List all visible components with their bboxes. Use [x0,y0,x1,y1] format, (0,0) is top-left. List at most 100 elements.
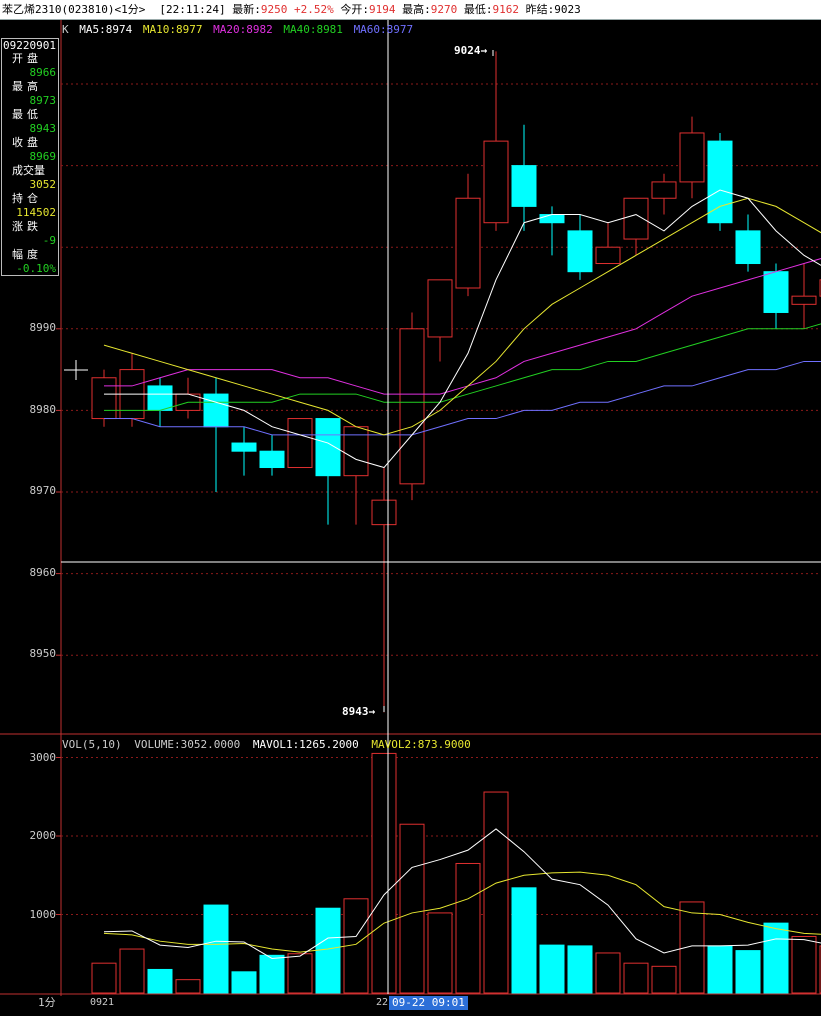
candle-body [567,230,593,273]
candle-body [147,385,173,411]
pct-info-label: 幅度 [12,248,42,261]
candle-body [259,450,285,469]
volume-bar [511,887,537,994]
candle-body [651,181,677,199]
prev-settle-label: 昨结: [525,3,555,16]
latest-price: 9250 [260,3,288,16]
mavol2-value: MAVOL2:873.9000 [371,738,471,751]
price-tick-label: 8970 [29,484,57,497]
candle-body [623,197,649,240]
volume-bar [147,968,173,994]
volume-bar [231,971,257,994]
volume-bar [119,948,145,994]
candle-body [763,271,789,313]
candle-body [679,132,705,183]
price-tick-label: 8980 [29,403,57,416]
volume-bar [259,954,285,994]
vol-tick-label: 1000 [29,908,57,921]
open-label: 今开: [340,3,369,16]
candle-body [343,426,369,477]
vol-tick-label: 3000 [29,751,57,764]
quote-header: 苯乙烯2310(023810)<1分> [22:11:24] 最新:9250 +2… [0,0,821,20]
ma40-legend: MA40:8981 [283,23,343,36]
volume-bar [651,965,677,994]
instrument-name[interactable]: 苯乙烯2310(023810)<1分> [2,3,146,16]
bar-datetime: 09220901 [3,39,56,52]
high-info-value: 8973 [29,94,57,107]
volume-bar [91,962,117,994]
pct-info-value: -0.10% [16,262,56,275]
bar-info-panel: 09220901 开盘 8966 最高 8973 最低 8943 收盘 8969… [1,38,59,276]
candle-body [511,165,537,207]
candle-body [735,230,761,265]
open-price: 9194 [368,3,396,16]
volume-bar [567,945,593,994]
low-info-label: 最低 [12,108,42,121]
volume-bar [595,952,621,994]
chg-info-value: -9 [42,234,56,247]
price-tick-label: 8960 [29,566,57,579]
candle-body [371,499,397,526]
volume-bar [287,953,313,994]
ma10-line [103,197,821,436]
candle-body [707,140,733,224]
ma40-line [104,323,821,411]
volume-info-label: 成交量 [12,164,45,177]
day-tick-label: 22 [376,997,389,1008]
volume-value: VOLUME:3052.0000 [134,738,241,751]
candle-body [315,418,341,477]
oi-info-label: 持仓 [12,192,42,205]
time-axis: 1分 0921 22 09-22 09:01 [0,996,821,1016]
candle-body [399,328,425,485]
cursor-time-label: 09-22 09:01 [389,996,468,1010]
price-tick-label: 8990 [29,321,57,334]
prev-settle-price: 9023 [554,3,581,16]
date-tick-label: 0921 [90,997,115,1008]
low-price: 9162 [492,3,519,16]
min-price-marker: 8943→ [342,705,376,718]
close-info-label: 收盘 [12,136,42,149]
candle-body [91,377,117,420]
ma60-legend: MA60:8977 [353,23,414,36]
chg-info-label: 涨跌 [12,220,42,233]
candle-body [595,246,621,265]
ma-legend: K MA5:8974 MA10:8977 MA20:8982 MA40:8981… [62,23,417,36]
mavol2-line [103,871,821,953]
candle-body [231,442,257,452]
k-label: K [62,23,69,36]
candle-body [203,393,229,428]
volume-legend: VOL(5,10) VOLUME:3052.0000 MAVOL1:1265.2… [62,738,477,751]
candle-body [287,418,313,469]
mavol1-value: MAVOL1:1265.2000 [252,738,359,751]
vol-indicator-label: VOL(5,10) [62,738,122,751]
volume-bar [623,962,649,994]
price-tick-label: 8950 [29,647,57,660]
volume-bar [539,944,565,994]
low-label: 最低: [463,3,493,16]
volume-bar [203,904,229,994]
ma10-legend: MA10:8977 [142,23,203,36]
open-info-value: 8966 [29,66,57,79]
candle-body [791,295,817,305]
low-info-value: 8943 [29,122,57,135]
candle-body [539,214,565,224]
high-label: 最高: [402,3,431,16]
kline-chart[interactable] [0,20,821,996]
volume-bar [483,791,509,994]
volume-bar [707,945,733,994]
high-info-label: 最高 [12,80,42,93]
period-label[interactable]: 1分 [38,996,56,1009]
mavol1-line [103,828,821,959]
latest-label: 最新: [232,3,261,16]
volume-bar [371,752,397,994]
close-info-value: 8969 [29,150,57,163]
volume-bar [735,950,761,994]
volume-bar [763,922,789,994]
change-percent: +2.52% [293,3,334,16]
high-price: 9270 [430,3,458,16]
volume-info-value: 3052 [29,178,57,191]
vol-tick-label: 2000 [29,829,57,842]
ma20-legend: MA20:8982 [213,23,273,36]
volume-bar [315,907,341,994]
ma5-legend: MA5:8974 [79,23,133,36]
